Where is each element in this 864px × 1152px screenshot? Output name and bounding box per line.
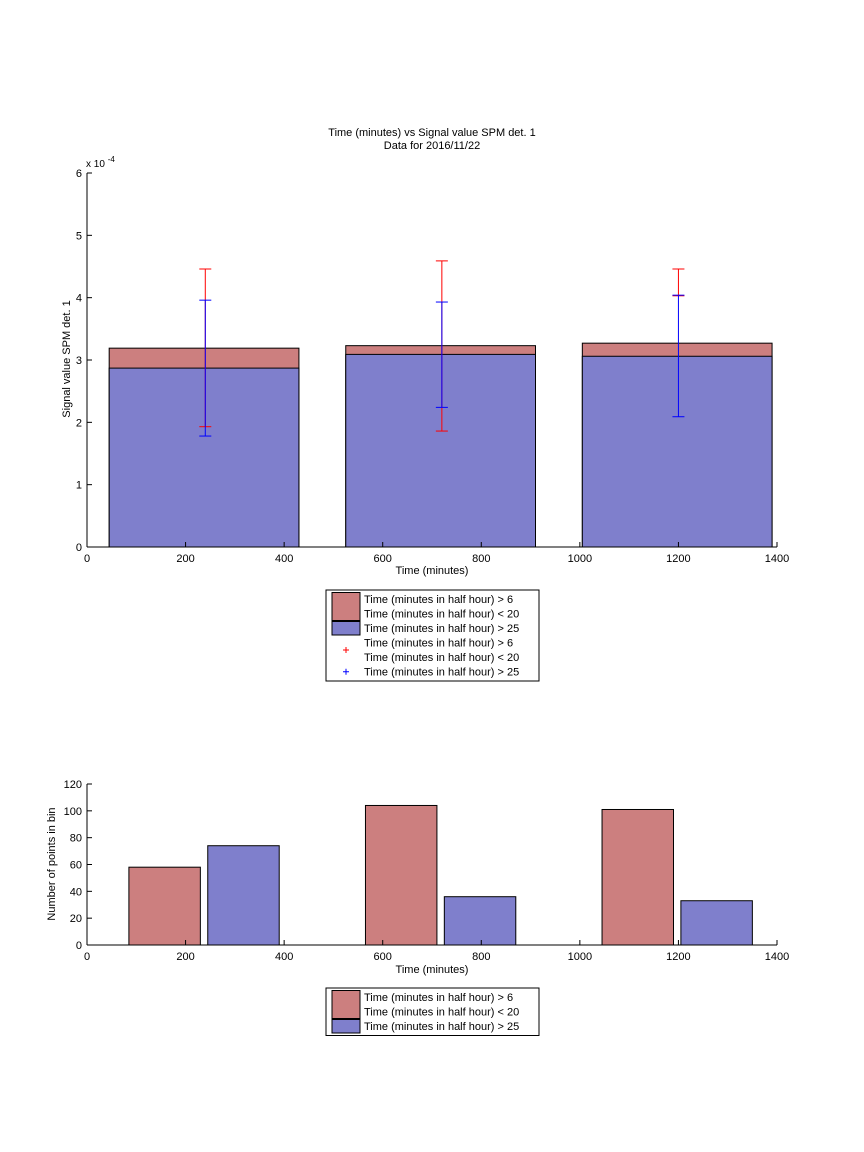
chart1-exponent-label: x 10 -4	[86, 155, 115, 170]
chart2-legend-label: Time (minutes in half hour) > 25	[364, 1021, 519, 1033]
chart1-errorbars	[199, 260, 685, 437]
chart2-y-tick-label: 0	[76, 940, 82, 952]
chart1-legend-patch-blue	[331, 621, 361, 636]
chart1-y-tick-label: 1	[76, 480, 82, 492]
chart1-axes: 0 200 400 600 800 1000 1200 1400 0 1 2 3 4 5 6	[76, 168, 789, 565]
chart1-legend-label: Time (minutes in half hour) > 25	[364, 623, 519, 635]
chart2-x-tick-label: 200	[176, 951, 194, 963]
chart1-x-tick-label: 600	[374, 553, 392, 565]
chart1-y-tick-label: 3	[76, 355, 82, 367]
chart1-x-tick-label: 1000	[568, 553, 592, 565]
chart2-y-tick-label: 100	[64, 806, 82, 818]
chart2-bar-blue	[207, 845, 280, 946]
chart1-legend-label: Time (minutes in half hour) > 6	[364, 638, 513, 650]
chart1-exponent-base: x 10	[86, 159, 105, 170]
chart1-title: Time (minutes) vs Signal value SPM det. …	[328, 127, 535, 139]
chart2-bars	[128, 804, 753, 946]
chart1-legend-patch-red	[331, 592, 361, 621]
chart1-y-axis-label: Signal value SPM det. 1	[61, 300, 73, 417]
chart1-x-tick-label: 800	[472, 553, 490, 565]
count-chart: 0 200 400 600 800 1000 1200 1400 0 20 40 60 80 100 120…	[46, 779, 789, 1036]
chart2-x-tick-label: 0	[84, 951, 90, 963]
chart1-x-tick-label: 1400	[765, 553, 789, 565]
chart2-bar-red	[601, 808, 674, 946]
chart1-legend-label: Time (minutes in half hour) > 6	[364, 594, 513, 606]
chart1-legend-label: Time (minutes in half hour) > 25	[364, 667, 519, 679]
chart2-y-tick-label: 80	[70, 833, 82, 845]
chart2-x-tick-label: 1200	[666, 951, 690, 963]
chart1-subtitle: Data for 2016/11/22	[384, 140, 480, 152]
chart1-bar-blue	[108, 367, 300, 548]
chart1-legend-box	[325, 589, 540, 682]
chart2-legend-patch-red	[331, 990, 361, 1019]
chart2-x-tick-label: 400	[275, 951, 293, 963]
chart1-bar-blue	[345, 353, 536, 548]
chart1-y-tick-label: 5	[76, 230, 82, 242]
chart2-x-axis-label: Time (minutes)	[396, 964, 469, 976]
chart2-x-tick-label: 600	[374, 951, 392, 963]
chart1-x-tick-label: 1200	[666, 553, 690, 565]
chart2-x-tick-label: 800	[472, 951, 490, 963]
chart2-y-axis-label: Number of points in bin	[46, 807, 58, 920]
chart2-y-tick-label: 120	[64, 779, 82, 791]
chart1-x-tick-label: 200	[176, 553, 194, 565]
chart2-legend-patch-blue	[331, 1019, 361, 1034]
signal-chart: Time (minutes) vs Signal value SPM det. …	[61, 127, 789, 682]
chart2-axes: 0 200 400 600 800 1000 1200 1400 0 20 40 60 80 100 120	[64, 779, 790, 963]
chart1-y-tick-label: 0	[76, 542, 82, 554]
chart2-x-tick-label: 1400	[765, 951, 789, 963]
chart2-x-tick-label: 1000	[568, 951, 592, 963]
chart2-y-tick-label: 40	[70, 886, 82, 898]
chart1-exponent-power: -4	[108, 155, 116, 164]
chart2-bar-red	[364, 804, 438, 946]
chart1-legend: Time (minutes in half hour) > 6 Time (min…	[325, 589, 540, 682]
chart2-legend-label: Time (minutes in half hour) < 20	[364, 1007, 519, 1019]
chart1-x-tick-label: 400	[275, 553, 293, 565]
chart1-legend-label: Time (minutes in half hour) < 20	[364, 609, 519, 621]
chart1-x-axis-label: Time (minutes)	[396, 565, 469, 577]
chart1-y-tick-label: 6	[76, 168, 82, 180]
chart1-y-tick-label: 4	[76, 293, 82, 305]
chart2-bar-blue	[443, 896, 517, 946]
chart2-y-tick-label: 60	[70, 860, 82, 872]
chart1-bars	[108, 342, 773, 548]
chart2-bar-red	[128, 866, 201, 946]
chart1-y-tick-label: 2	[76, 417, 82, 429]
chart1-bar-blue	[581, 355, 773, 548]
chart2-y-tick-label: 20	[70, 913, 82, 925]
chart2-legend-label: Time (minutes in half hour) > 6	[364, 992, 513, 1004]
chart1-legend-label: Time (minutes in half hour) < 20	[364, 652, 519, 664]
chart2-bar-blue	[680, 900, 753, 946]
chart1-x-tick-label: 0	[84, 553, 90, 565]
chart2-legend-box	[325, 987, 540, 1036]
chart2-legend: Time (minutes in half hour) > 6 Time (min…	[325, 987, 540, 1036]
